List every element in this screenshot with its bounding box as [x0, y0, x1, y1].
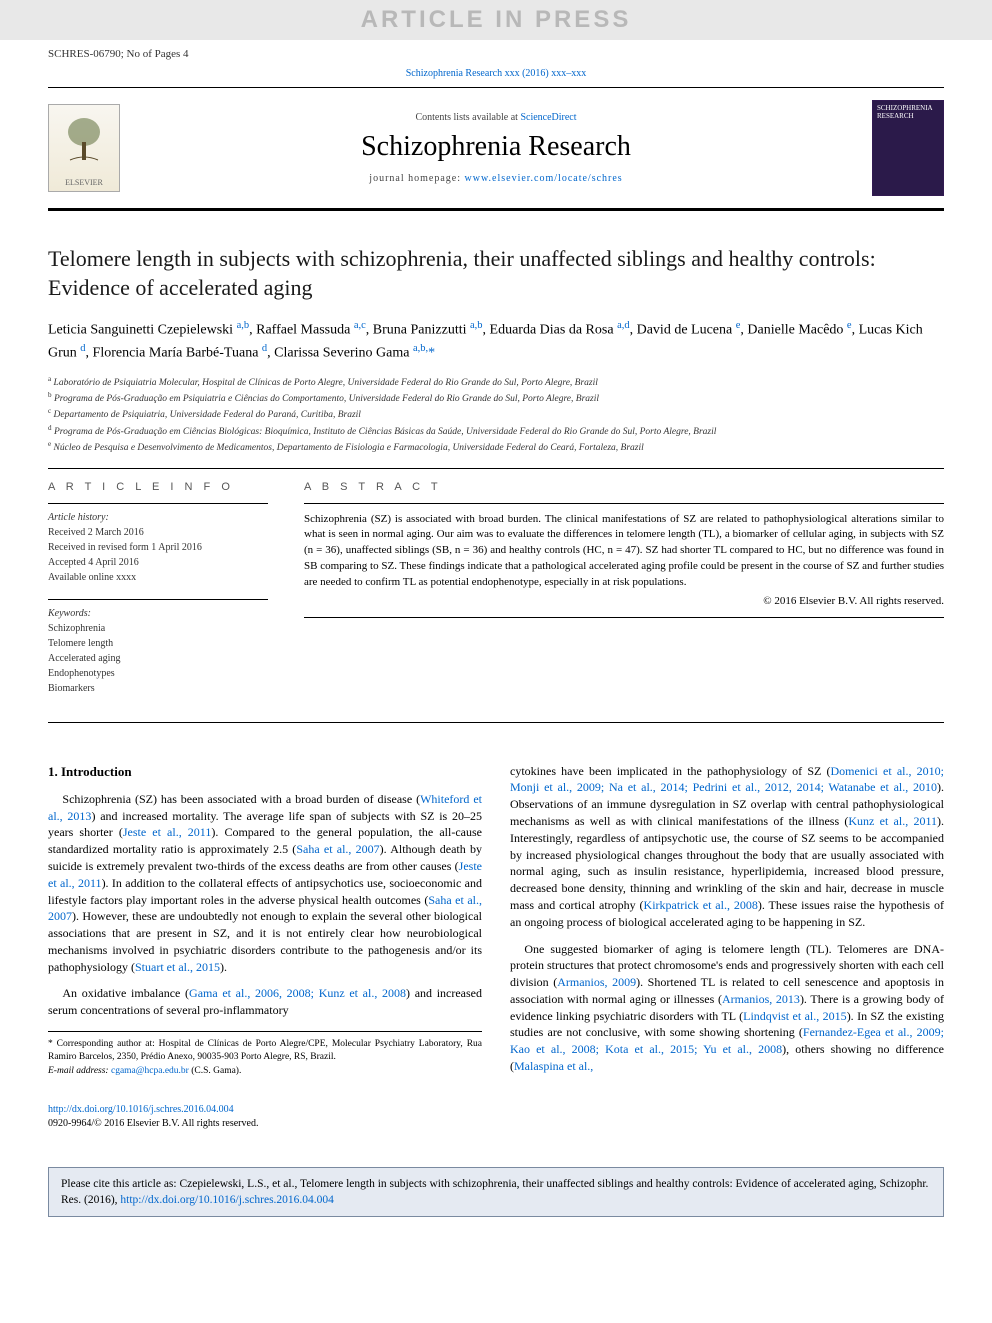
keywords-label: Keywords: [48, 606, 268, 621]
keyword-1: Telomere length [48, 636, 268, 651]
homepage-prefix: journal homepage: [369, 173, 464, 184]
body-p2: An oxidative imbalance (Gama et al., 200… [48, 985, 482, 1019]
history-received: Received 2 March 2016 [48, 525, 268, 540]
elsevier-logo: ELSEVIER [48, 104, 120, 192]
keyword-0: Schizophrenia [48, 621, 268, 636]
keyword-4: Biomarkers [48, 681, 268, 696]
abstract-rule [304, 503, 944, 504]
corr-email-line: E-mail address: cgama@hcpa.edu.br (C.S. … [48, 1065, 482, 1078]
corr-author-text: * Corresponding author at: Hospital de C… [48, 1038, 482, 1065]
cover-title: SCHIZOPHRENIA RESEARCH [877, 105, 939, 120]
history-label: Article history: [48, 510, 268, 525]
abstract-text: Schizophrenia (SZ) is associated with br… [304, 512, 944, 592]
affiliation-c: c Departamento de Psiquiatria, Universid… [48, 406, 944, 422]
author-list: Leticia Sanguinetti Czepielewski a,b, Ra… [48, 318, 944, 363]
corr-email-suffix: (C.S. Gama). [191, 1066, 241, 1076]
journal-title: Schizophrenia Research [136, 131, 856, 163]
watermark-text: ARTICLE IN PRESS [361, 6, 632, 34]
citation-doi-link[interactable]: http://dx.doi.org/10.1016/j.schres.2016.… [120, 1194, 334, 1206]
body-p1: Schizophrenia (SZ) has been associated w… [48, 791, 482, 976]
abstract-heading: A B S T R A C T [304, 481, 944, 493]
affiliation-e: e Núcleo de Pesquisa e Desenvolvimento d… [48, 439, 944, 455]
affiliations: a Laboratório de Psiquiatria Molecular, … [48, 374, 944, 456]
elsevier-logo-label: ELSEVIER [65, 178, 103, 187]
body-p3: cytokines have been implicated in the pa… [510, 763, 944, 931]
doi-link[interactable]: http://dx.doi.org/10.1016/j.schres.2016.… [48, 1104, 234, 1115]
journal-ref-top: Schizophrenia Research xxx (2016) xxx–xx… [48, 64, 944, 87]
journal-ref-link[interactable]: Schizophrenia Research xxx (2016) xxx–xx… [406, 68, 587, 79]
body-two-column: 1. Introduction Schizophrenia (SZ) has b… [48, 763, 944, 1085]
article-info-heading: A R T I C L E I N F O [48, 481, 268, 493]
elsevier-tree-icon [60, 105, 108, 178]
rule-top [48, 468, 944, 469]
body-p4: One suggested biomarker of aging is telo… [510, 941, 944, 1075]
page: SCHRES-06790; No of Pages 4 Schizophreni… [0, 40, 992, 1155]
affiliation-b: b Programa de Pós-Graduação em Psiquiatr… [48, 390, 944, 406]
corr-email-link[interactable]: cgama@hcpa.edu.br [111, 1066, 189, 1076]
corresponding-author-footnote: * Corresponding author at: Hospital de C… [48, 1031, 482, 1078]
masthead: ELSEVIER Contents lists available at Sci… [48, 87, 944, 211]
history-revised: Received in revised form 1 April 2016 [48, 540, 268, 555]
homepage-link[interactable]: www.elsevier.com/locate/schres [465, 173, 623, 184]
article-title: Telomere length in subjects with schizop… [48, 245, 944, 302]
keyword-3: Endophenotypes [48, 666, 268, 681]
history-online: Available online xxxx [48, 570, 268, 585]
journal-cover-thumb: SCHIZOPHRENIA RESEARCH [872, 100, 944, 196]
affiliation-a: a Laboratório de Psiquiatria Molecular, … [48, 374, 944, 390]
email-label: E-mail address: [48, 1066, 109, 1076]
abstract-copyright: © 2016 Elsevier B.V. All rights reserved… [304, 595, 944, 607]
sciencedirect-link[interactable]: ScienceDirect [520, 112, 576, 123]
article-history-block: Article history: Received 2 March 2016 R… [48, 503, 268, 585]
homepage-line: journal homepage: www.elsevier.com/locat… [136, 173, 856, 184]
article-info-column: A R T I C L E I N F O Article history: R… [48, 481, 268, 710]
abstract-column: A B S T R A C T Schizophrenia (SZ) is as… [304, 481, 944, 710]
keywords-block: Keywords: Schizophrenia Telomere length … [48, 599, 268, 696]
affiliation-d: d Programa de Pós-Graduação em Ciências … [48, 423, 944, 439]
issn-copyright: 0920-9964/© 2016 Elsevier B.V. All right… [48, 1118, 258, 1129]
abstract-bottom-rule [304, 617, 944, 618]
history-accepted: Accepted 4 April 2016 [48, 555, 268, 570]
rule-mid [48, 722, 944, 723]
section-1-heading: 1. Introduction [48, 763, 482, 781]
contents-prefix: Contents lists available at [415, 112, 520, 123]
running-header: SCHRES-06790; No of Pages 4 [48, 40, 944, 64]
watermark-bar: ARTICLE IN PRESS [0, 0, 992, 40]
citation-box: Please cite this article as: Czepielewsk… [48, 1167, 944, 1217]
doi-block: http://dx.doi.org/10.1016/j.schres.2016.… [48, 1103, 944, 1131]
keyword-2: Accelerated aging [48, 651, 268, 666]
contents-line: Contents lists available at ScienceDirec… [136, 112, 856, 123]
info-abstract-row: A R T I C L E I N F O Article history: R… [48, 481, 944, 710]
masthead-center: Contents lists available at ScienceDirec… [136, 112, 856, 184]
